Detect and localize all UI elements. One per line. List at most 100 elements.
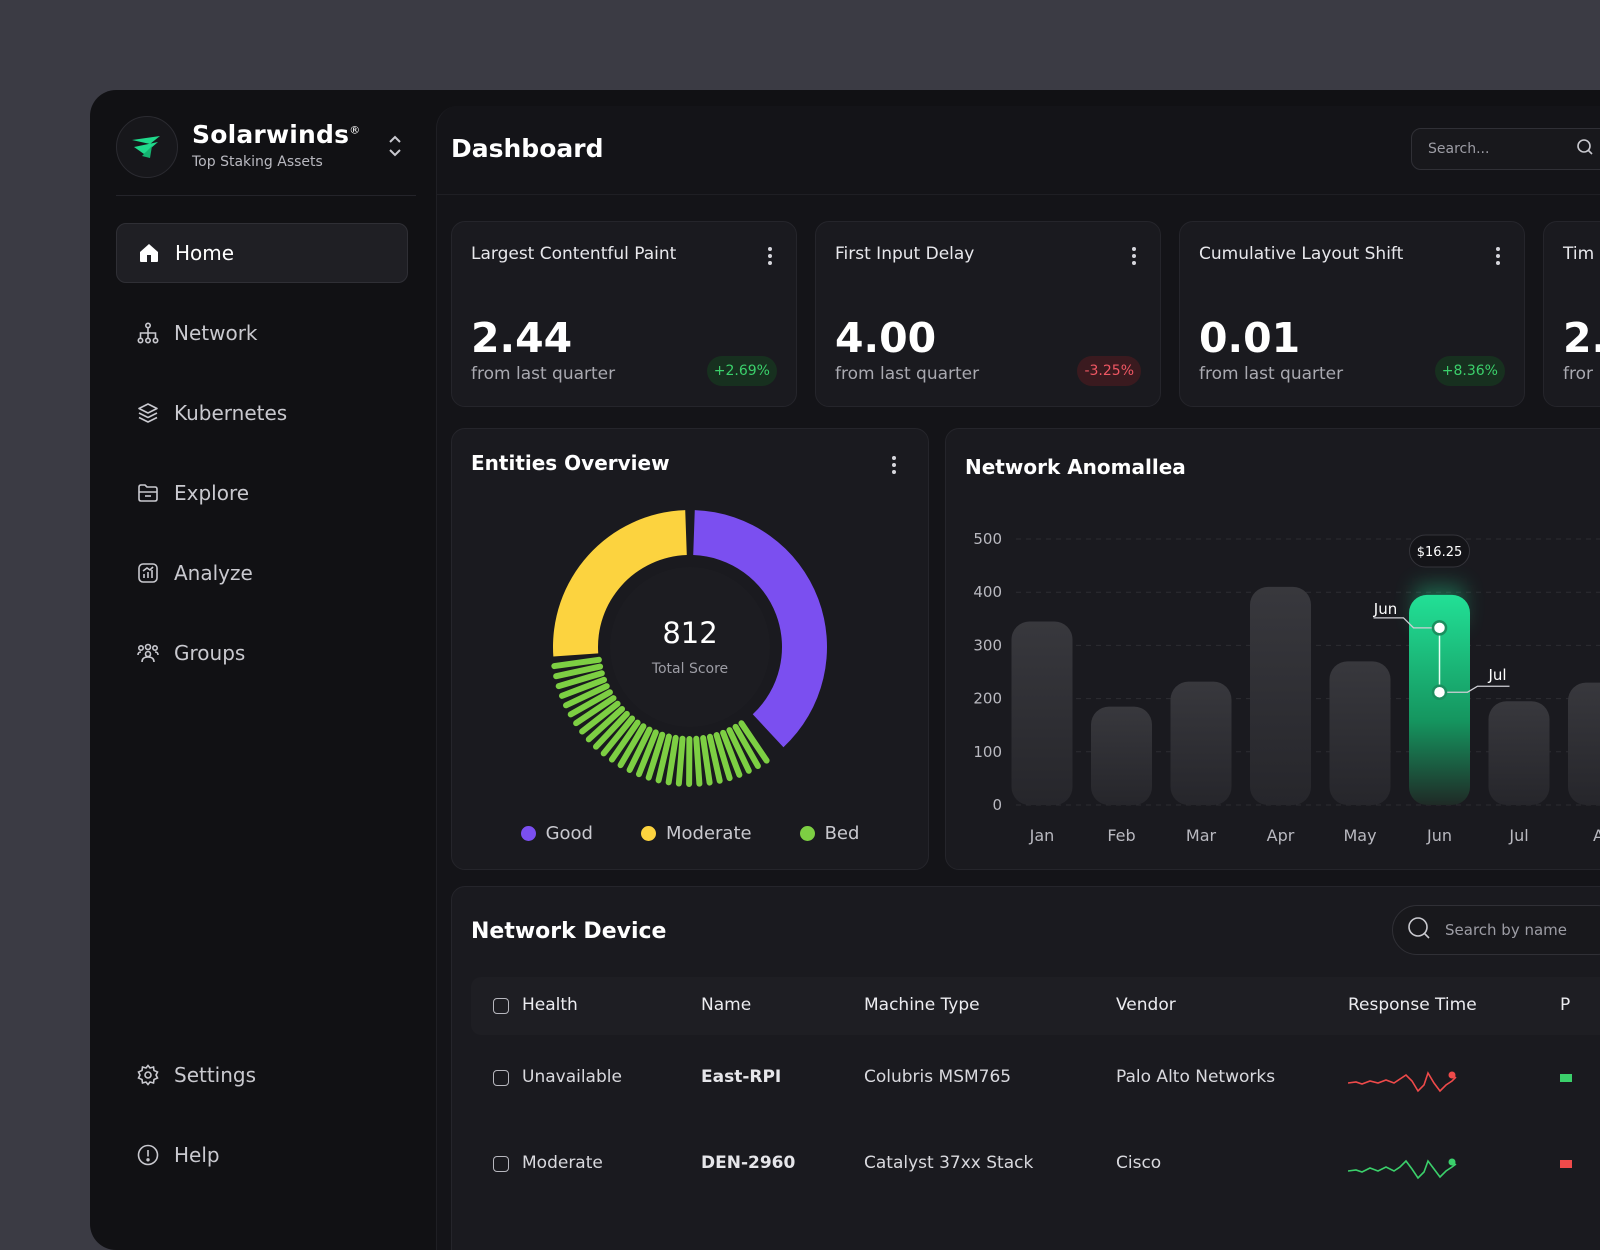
gear-icon	[136, 1063, 160, 1087]
bar-jan[interactable]	[1012, 621, 1073, 805]
sidebar-divider	[116, 195, 416, 196]
marker-label-high: Jun	[1373, 600, 1397, 618]
sidebar-item-help[interactable]: Help	[116, 1125, 408, 1185]
kpi-delta-badge: -3.25%	[1077, 356, 1141, 386]
device-search-input[interactable]	[1443, 920, 1597, 940]
x-tick-label: Jun	[1426, 826, 1452, 845]
bar-feb[interactable]	[1091, 707, 1152, 805]
column-header-response-time[interactable]: Response Time	[1348, 995, 1477, 1015]
marker-point-high	[1433, 621, 1446, 634]
sidebar-item-label: Settings	[174, 1063, 256, 1087]
sidebar-item-label: Explore	[174, 481, 249, 505]
network-device-card: Network Device Health Name Machine Type …	[451, 886, 1600, 1250]
donut-tick-bad	[679, 739, 683, 784]
y-tick-label: 300	[973, 636, 1002, 654]
x-tick-label: Apr	[1267, 826, 1295, 845]
column-header-vendor[interactable]: Vendor	[1116, 995, 1176, 1015]
y-tick-label: 0	[992, 796, 1002, 814]
x-tick-label: Jul	[1508, 826, 1528, 845]
sidebar-bottom-nav: Settings Help	[116, 1045, 408, 1205]
row-checkbox[interactable]	[493, 1156, 509, 1172]
top-bar: Dashboard	[437, 106, 1600, 195]
sidebar-item-groups[interactable]: Groups	[116, 623, 408, 683]
sidebar-item-kubernetes[interactable]: Kubernetes	[116, 383, 408, 443]
x-tick-label: Feb	[1107, 826, 1135, 845]
more-vertical-icon[interactable]	[886, 453, 902, 477]
y-tick-label: 100	[973, 743, 1002, 761]
sidebar-item-settings[interactable]: Settings	[116, 1045, 408, 1105]
donut-tick-bad	[696, 739, 699, 784]
kpi-delta-badge: +2.69%	[707, 356, 777, 386]
bar-jul[interactable]	[1489, 701, 1550, 805]
response-time-sparkline	[1348, 1061, 1458, 1097]
x-tick-label: May	[1343, 826, 1376, 845]
solarwinds-logo	[116, 116, 178, 178]
bar-a[interactable]	[1568, 683, 1600, 805]
groups-icon	[136, 641, 160, 665]
kpi-caption: from last quarter	[835, 364, 979, 384]
column-header-machine-type[interactable]: Machine Type	[864, 995, 980, 1015]
y-tick-label: 200	[973, 690, 1002, 708]
search-input[interactable]	[1426, 140, 1570, 158]
search-icon[interactable]	[1576, 138, 1594, 160]
search-box[interactable]	[1411, 128, 1600, 170]
row-checkbox[interactable]	[493, 1070, 509, 1086]
kpi-value: 2.	[1563, 314, 1600, 362]
anomaly-title: Network Anomallea	[965, 455, 1186, 479]
kpi-card-fid: First Input Delay 4.00 from last quarter…	[815, 221, 1161, 407]
column-header-p[interactable]: P	[1560, 995, 1570, 1015]
kpi-title: Cumulative Layout Shift	[1199, 244, 1403, 264]
bar-apr[interactable]	[1250, 587, 1311, 805]
app-window: Solarwinds® Top Staking Assets Home Netw…	[90, 90, 1600, 1250]
kpi-title: First Input Delay	[835, 244, 974, 264]
select-all-checkbox[interactable]	[493, 998, 509, 1014]
kpi-value: 0.01	[1199, 314, 1300, 362]
column-header-name[interactable]: Name	[701, 995, 751, 1015]
more-vertical-icon[interactable]	[762, 244, 778, 268]
response-time-sparkline	[1348, 1147, 1458, 1183]
main-content: Dashboard Largest Contentful Paint 2.44 …	[436, 106, 1600, 1250]
kpi-caption: fror	[1563, 364, 1593, 384]
kpi-caption: from last quarter	[471, 364, 615, 384]
sidebar-item-explore[interactable]: Explore	[116, 463, 408, 523]
devices-title: Network Device	[471, 919, 666, 944]
x-tick-label: Mar	[1186, 826, 1217, 845]
donut-total-label: Total Score	[651, 661, 728, 677]
brand-subtitle: Top Staking Assets	[192, 154, 323, 170]
sidebar-item-label: Analyze	[174, 561, 253, 585]
brand-switcher[interactable]: Solarwinds® Top Staking Assets	[116, 116, 406, 178]
cell-vendor: Cisco	[1116, 1153, 1161, 1173]
donut-chart: 812 Total Score	[540, 497, 840, 797]
sidebar-item-network[interactable]: Network	[116, 303, 408, 363]
more-vertical-icon[interactable]	[1126, 244, 1142, 268]
sidebar-item-label: Network	[174, 321, 258, 345]
kpi-delta-badge: +8.36%	[1435, 356, 1505, 386]
sidebar-item-label: Groups	[174, 641, 245, 665]
status-bar	[1560, 1074, 1572, 1082]
column-header-health[interactable]: Health	[522, 995, 578, 1015]
table-row[interactable]: Moderate DEN-2960 Catalyst 37xx Stack Ci…	[471, 1121, 1600, 1207]
legend-label: Good	[546, 823, 593, 844]
cell-name: East-RPI	[701, 1067, 781, 1087]
kpi-card-partial: Tim 2. fror	[1543, 221, 1600, 407]
bar-may[interactable]	[1330, 661, 1391, 805]
more-vertical-icon[interactable]	[1490, 244, 1506, 268]
bar-mar[interactable]	[1171, 682, 1232, 805]
donut-legend: Good Moderate Bed	[452, 823, 928, 844]
chevron-updown-icon[interactable]	[386, 132, 404, 160]
sidebar-item-label: Help	[174, 1143, 220, 1167]
legend-item-bad: Bed	[800, 823, 860, 844]
kpi-value: 4.00	[835, 314, 936, 362]
entities-overview-card: Entities Overview 812 Total Score Good M…	[451, 428, 929, 870]
device-search-box[interactable]	[1392, 905, 1600, 955]
sidebar-item-analyze[interactable]: Analyze	[116, 543, 408, 603]
analytics-icon	[136, 561, 160, 585]
table-row[interactable]: Unavailable East-RPI Colubris MSM765 Pal…	[471, 1035, 1600, 1121]
kpi-card-lcp: Largest Contentful Paint 2.44 from last …	[451, 221, 797, 407]
kpi-title: Largest Contentful Paint	[471, 244, 676, 264]
sidebar-item-home[interactable]: Home	[116, 223, 408, 283]
kpi-title: Tim	[1563, 244, 1594, 264]
tooltip-value: $16.25	[1417, 545, 1463, 560]
sidebar: Solarwinds® Top Staking Assets Home Netw…	[90, 90, 435, 1250]
